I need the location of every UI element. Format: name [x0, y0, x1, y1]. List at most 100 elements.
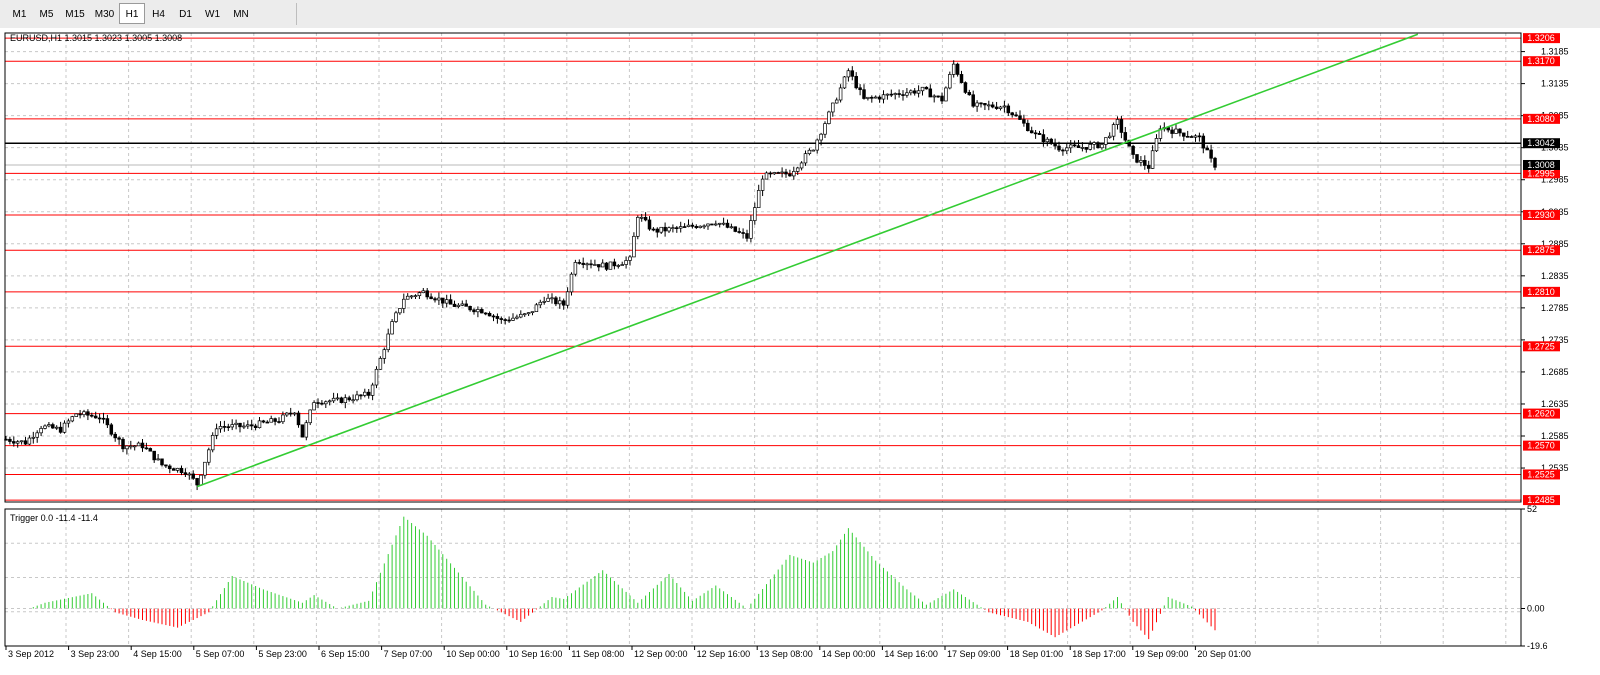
candle-body	[717, 222, 722, 225]
candle-body	[86, 411, 90, 416]
candle-body	[792, 171, 796, 177]
candle-body	[382, 349, 387, 359]
candle-body	[343, 397, 348, 403]
timeframe-d1-button[interactable]: D1	[179, 9, 192, 20]
candle-body	[1131, 145, 1135, 155]
price-tick-label: 1.2635	[1541, 399, 1569, 409]
candle-body	[203, 461, 207, 476]
candle-body	[550, 297, 554, 300]
candle-body	[117, 437, 121, 440]
candle-body	[1053, 143, 1057, 147]
candle-body	[951, 63, 956, 75]
timeframe-m30-button[interactable]: M30	[94, 9, 115, 20]
indicator-tick-label: -19.6	[1527, 641, 1548, 651]
candle-body	[1100, 144, 1104, 149]
candle-body	[370, 384, 375, 396]
candle-body	[148, 448, 153, 452]
chart-area[interactable]: 1.31851.31351.30851.30351.29851.29351.28…	[0, 28, 1600, 675]
candle-body	[405, 295, 410, 300]
candle-body	[1170, 129, 1174, 134]
level-price-tag	[1523, 138, 1560, 149]
level-price-tag	[1523, 440, 1560, 451]
timeframe-m1-button[interactable]: M1	[12, 9, 27, 20]
timeframe-h1-button[interactable]: H1	[119, 3, 145, 24]
candle-body	[870, 96, 874, 99]
time-tick-label: 7 Sep 07:00	[384, 649, 433, 659]
trendline[interactable]	[196, 33, 1419, 488]
candle-body	[168, 465, 172, 470]
candle-body	[600, 262, 605, 268]
candle-body	[827, 111, 831, 124]
candle-body	[1104, 137, 1108, 145]
candle-body	[756, 190, 761, 208]
candle-body	[308, 409, 312, 424]
candle-body	[51, 424, 55, 429]
trendline-group[interactable]	[196, 33, 1419, 488]
candle-body	[47, 424, 51, 427]
timeframe-mn-button[interactable]: MN	[233, 9, 249, 20]
candle-body	[932, 95, 936, 98]
candle-body	[873, 96, 878, 99]
candle-body	[226, 426, 231, 429]
candle-body	[936, 95, 940, 98]
candle-body	[909, 90, 913, 94]
candle-body	[386, 333, 390, 351]
candle-body	[1185, 135, 1190, 138]
candle-body	[109, 424, 114, 435]
candle-body	[292, 412, 297, 415]
candle-body	[261, 420, 266, 423]
timeframe-w1-button[interactable]: W1	[205, 9, 220, 20]
candle-body	[842, 76, 847, 89]
candle-body	[803, 153, 808, 164]
candle-body	[195, 478, 199, 486]
candle-body	[1041, 134, 1046, 143]
candle-body	[628, 256, 632, 261]
candle-body	[647, 219, 652, 230]
candle-body	[971, 94, 975, 107]
candle-body	[468, 305, 472, 311]
candle-body	[866, 96, 870, 99]
candle-body	[74, 413, 78, 417]
price-tick-label: 1.2985	[1541, 175, 1569, 185]
candle-body	[499, 318, 504, 320]
candle-body	[897, 93, 901, 95]
candle-body	[955, 63, 960, 75]
candle-body	[78, 413, 82, 416]
candle-body	[320, 402, 324, 405]
candle-body	[589, 263, 593, 266]
trigger-histogram	[5, 516, 1521, 640]
candle-body	[281, 414, 285, 423]
candle-body	[1076, 145, 1081, 148]
candle-body	[327, 400, 332, 403]
candle-body	[916, 90, 921, 94]
indicator-title: Trigger 0.0 -11.4 -11.4	[10, 513, 98, 523]
timeframe-h4-button[interactable]: H4	[152, 9, 165, 20]
candle-body	[702, 225, 706, 228]
candle-body	[639, 216, 644, 219]
time-tick-label: 17 Sep 09:00	[947, 649, 1001, 659]
candle-body	[807, 149, 812, 155]
candle-body	[234, 422, 238, 425]
candle-body	[66, 420, 71, 424]
horizontal-levels[interactable]	[5, 37, 1521, 501]
price-tick-label: 1.2685	[1541, 367, 1569, 377]
candle-body	[1139, 160, 1143, 163]
candle-body	[714, 223, 718, 226]
timeframe-m15-button[interactable]: M15	[65, 9, 85, 20]
candle-body	[604, 262, 609, 270]
candle-body	[858, 87, 862, 91]
candle-body	[846, 70, 851, 78]
candle-body	[199, 474, 203, 486]
candle-body	[487, 313, 492, 317]
candle-body	[682, 226, 687, 228]
candle-body	[132, 445, 137, 448]
candle-body	[834, 99, 839, 104]
candle-body	[363, 391, 367, 396]
candle-body	[924, 86, 929, 90]
candle-body	[82, 411, 86, 416]
level-price-label: 1.2725	[1527, 341, 1555, 351]
candle-body	[667, 227, 671, 232]
timeframe-m5-button[interactable]: M5	[39, 9, 54, 20]
candle-body	[1018, 115, 1022, 120]
candle-body	[948, 74, 952, 89]
